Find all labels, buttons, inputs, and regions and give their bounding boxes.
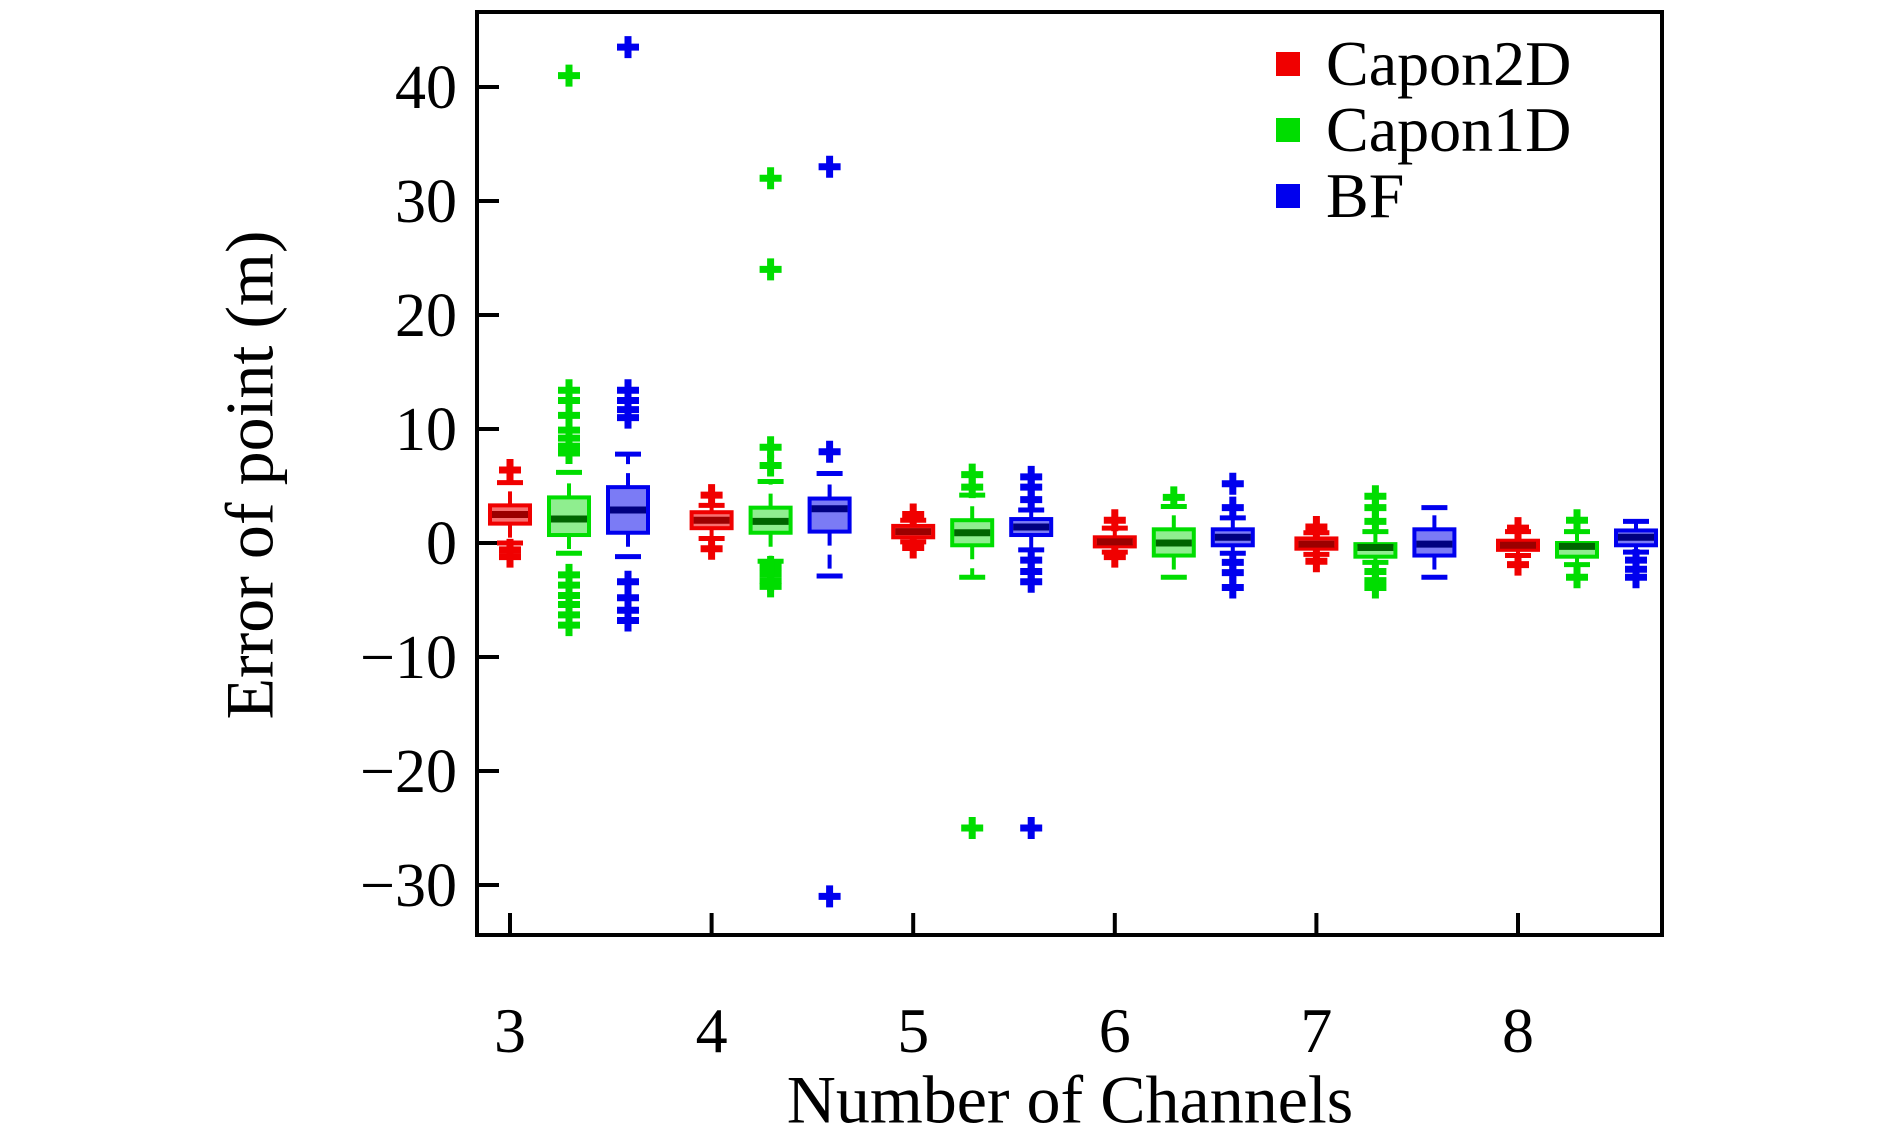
outlier-marker bbox=[961, 463, 984, 486]
outlier-marker bbox=[1020, 570, 1043, 593]
legend: Capon2D Capon1D BF bbox=[1276, 31, 1571, 229]
outlier-marker bbox=[1162, 486, 1185, 509]
outlier-marker bbox=[902, 503, 925, 526]
x-tick-label: 5 bbox=[897, 995, 929, 1066]
box-group-capon1d-ch8 bbox=[1555, 509, 1599, 589]
outlier-marker bbox=[1020, 817, 1043, 839]
legend-item-capon1d: Capon1D bbox=[1276, 97, 1571, 163]
x-tick-label: 3 bbox=[494, 995, 526, 1066]
box-group-capon2d-ch7 bbox=[1294, 516, 1339, 573]
outlier-marker bbox=[1625, 566, 1647, 589]
outlier-marker bbox=[1507, 517, 1529, 540]
box-group-capon1d-ch4 bbox=[748, 167, 793, 598]
outlier-marker bbox=[1221, 496, 1244, 519]
x-axis-label: Number of Channels bbox=[786, 1061, 1354, 1138]
y-tick-label: 0 bbox=[426, 510, 457, 578]
y-axis-label: Error of point (m) bbox=[211, 230, 288, 720]
legend-label-capon2d: Capon2D bbox=[1326, 28, 1572, 99]
box-group-capon2d-ch6 bbox=[1092, 509, 1137, 568]
outlier-marker bbox=[499, 459, 521, 482]
x-tick-label: 6 bbox=[1099, 995, 1131, 1066]
outlier-marker bbox=[617, 36, 639, 59]
plot-border bbox=[475, 10, 1664, 937]
box-group-capon2d-ch3 bbox=[488, 459, 532, 568]
bf-swatch-icon bbox=[1276, 184, 1300, 208]
outlier-marker bbox=[1507, 553, 1529, 576]
outlier-marker bbox=[902, 536, 925, 559]
box-group-bf-ch5 bbox=[1009, 465, 1054, 839]
outlier-marker bbox=[818, 155, 841, 178]
outlier-marker bbox=[961, 817, 984, 839]
box-group-capon1d-ch5 bbox=[950, 463, 995, 839]
legend-label-capon1d: Capon1D bbox=[1326, 94, 1572, 165]
outlier-marker bbox=[1566, 509, 1588, 532]
y-tick-label: −10 bbox=[360, 624, 457, 692]
x-tick-label: 7 bbox=[1300, 995, 1332, 1066]
y-tick-label: 20 bbox=[395, 282, 457, 350]
box-group-bf-ch6 bbox=[1210, 472, 1255, 599]
y-tick-label: 40 bbox=[395, 54, 457, 122]
outlier-marker bbox=[499, 545, 521, 568]
outlier-marker bbox=[759, 167, 782, 190]
x-tick-label: 4 bbox=[696, 995, 728, 1066]
outlier-marker bbox=[759, 258, 782, 281]
outlier-marker bbox=[1566, 566, 1588, 589]
outlier-marker bbox=[1305, 550, 1328, 573]
iqr-box bbox=[807, 496, 852, 534]
outlier-marker bbox=[1103, 509, 1126, 532]
box-group-bf-ch3 bbox=[606, 36, 650, 632]
outlier-marker bbox=[617, 379, 639, 402]
outlier-marker bbox=[558, 614, 580, 637]
box-group-capon1d-ch3 bbox=[547, 64, 591, 637]
y-tick-label: −20 bbox=[360, 738, 457, 806]
legend-item-bf: BF bbox=[1276, 163, 1571, 229]
y-tick-label: −30 bbox=[360, 852, 457, 920]
box-group-capon1d-ch6 bbox=[1151, 486, 1196, 580]
box-group-capon2d-ch5 bbox=[891, 503, 936, 559]
outlier-marker bbox=[759, 575, 782, 598]
outlier-marker bbox=[759, 436, 782, 459]
outlier-marker bbox=[818, 885, 841, 908]
outlier-marker bbox=[700, 537, 723, 560]
outlier-marker bbox=[558, 379, 580, 402]
outlier-marker bbox=[1103, 545, 1126, 568]
legend-item-capon2d: Capon2D bbox=[1276, 31, 1571, 97]
legend-label-bf: BF bbox=[1326, 160, 1405, 231]
y-tick-label: 30 bbox=[395, 168, 457, 236]
x-tick-label: 8 bbox=[1502, 995, 1534, 1066]
y-tick-label: 10 bbox=[395, 396, 457, 464]
box-group-capon2d-ch4 bbox=[689, 484, 734, 560]
outlier-marker bbox=[700, 484, 723, 507]
outlier-marker bbox=[558, 64, 580, 87]
outlier-marker bbox=[818, 440, 841, 463]
outlier-marker bbox=[1221, 472, 1244, 495]
box-group-bf-ch7 bbox=[1412, 505, 1457, 580]
box-group-bf-ch4 bbox=[807, 155, 852, 908]
outlier-marker bbox=[1221, 576, 1244, 599]
outlier-marker bbox=[1364, 576, 1387, 599]
capon1d-swatch-icon bbox=[1276, 118, 1300, 142]
box-group-capon2d-ch8 bbox=[1496, 517, 1540, 576]
capon2d-swatch-icon bbox=[1276, 52, 1300, 76]
outlier-marker bbox=[1364, 485, 1387, 508]
outlier-marker bbox=[1305, 516, 1328, 539]
box-group-bf-ch8 bbox=[1614, 518, 1658, 589]
outlier-marker bbox=[1020, 465, 1043, 488]
outlier-marker bbox=[617, 609, 639, 632]
box-group-capon1d-ch7 bbox=[1353, 485, 1398, 599]
